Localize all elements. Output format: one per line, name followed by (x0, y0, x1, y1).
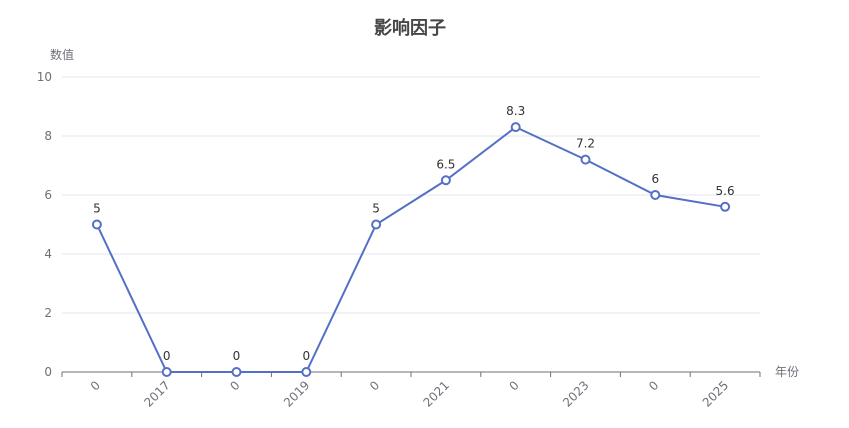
data-point (91, 219, 102, 230)
x-tick-label: 2025 (700, 378, 731, 409)
x-axis-label: 年份 (775, 365, 799, 379)
y-tick-label: 6 (44, 188, 52, 202)
data-label: 6 (651, 172, 659, 186)
data-label: 0 (233, 349, 241, 363)
data-label: 5.6 (716, 184, 735, 198)
x-tick-label: 0 (88, 378, 103, 393)
data-point (580, 154, 591, 165)
x-tick-label: 0 (227, 378, 242, 393)
data-point (650, 190, 661, 200)
x-tick-label: 2021 (421, 378, 452, 409)
data-label: 7.2 (576, 137, 595, 151)
data-label: 5 (93, 202, 101, 216)
y-tick-label: 8 (44, 129, 52, 143)
x-tick-label: 2019 (281, 378, 312, 409)
data-point (371, 219, 382, 230)
y-tick-label: 0 (44, 365, 52, 379)
data-point (231, 367, 242, 377)
data-point (440, 175, 451, 186)
y-tick-label: 10 (37, 70, 52, 84)
y-tick-label: 2 (44, 306, 52, 320)
data-label: 0 (302, 349, 310, 363)
chart-title: 影响因子 (374, 17, 446, 39)
data-label: 5 (372, 202, 380, 216)
data-point (720, 201, 731, 212)
y-tick-label: 4 (44, 247, 52, 261)
x-tick-label: 0 (507, 378, 522, 393)
data-label: 8.3 (506, 104, 525, 118)
x-tick-label: 0 (367, 378, 382, 393)
data-label: 6.5 (436, 157, 455, 171)
data-label: 0 (163, 349, 171, 363)
x-tick-label: 2023 (560, 378, 591, 409)
x-tick-label: 0 (646, 378, 661, 393)
data-point (161, 367, 172, 377)
data-point (301, 367, 312, 377)
series-line (95, 125, 726, 373)
x-tick-label: 2017 (141, 378, 172, 409)
y-axis-label: 数值 (50, 47, 74, 62)
data-point (510, 122, 521, 133)
